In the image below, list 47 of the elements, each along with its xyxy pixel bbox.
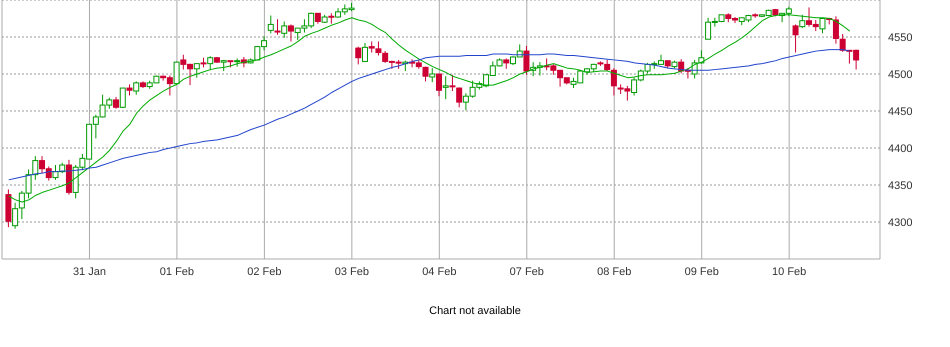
candlestick	[207, 56, 214, 71]
y-tick-label: 4450	[888, 106, 912, 118]
x-tick-label: 02 Feb	[247, 266, 282, 278]
x-tick-label: 10 Feb	[772, 266, 806, 278]
x-tick-label: 03 Feb	[334, 266, 369, 278]
candlestick	[442, 76, 449, 100]
candlestick	[436, 74, 442, 97]
y-tick-label: 4400	[888, 142, 912, 155]
candlestick	[314, 12, 321, 24]
y-tick-label: 4300	[888, 216, 912, 229]
y-tick-label: 4550	[888, 32, 912, 44]
candlestick	[268, 15, 274, 34]
candlestick	[368, 40, 375, 54]
candlestick	[375, 40, 382, 56]
candlestick	[355, 46, 362, 65]
candlestick	[819, 17, 826, 34]
candlestick	[133, 80, 140, 96]
y-tick-label: 4500	[888, 68, 912, 81]
candlestick	[610, 68, 617, 96]
x-tick-label: 07 Feb	[510, 266, 544, 278]
candlestick	[523, 45, 530, 76]
candlestick	[799, 14, 806, 29]
candlestick	[362, 42, 368, 63]
x-tick-label: 08 Feb	[597, 266, 632, 278]
candlestick	[288, 24, 294, 42]
candlestick	[174, 60, 180, 84]
candlestick	[32, 156, 38, 180]
text: Chart not available	[428, 305, 522, 317]
y-tick-label: 4350	[888, 180, 912, 192]
candlestick	[120, 88, 126, 109]
candlestick	[456, 86, 462, 108]
candlestick	[126, 84, 132, 96]
candlestick	[281, 20, 288, 38]
candlestick	[429, 68, 436, 83]
candlestick	[274, 18, 281, 36]
candlestick	[503, 58, 510, 70]
candlestick	[422, 66, 429, 82]
candlestick	[792, 24, 799, 54]
x-tick-label: 09 Feb	[684, 266, 719, 278]
x-tick-label: 01 Feb	[160, 266, 194, 278]
candlestick	[194, 63, 200, 78]
x-tick-label: 31 Jan	[72, 266, 106, 278]
candlestick	[113, 96, 120, 110]
x-tick-label: 04 Feb	[422, 266, 456, 278]
candlestick	[449, 74, 456, 92]
candlestick	[328, 12, 334, 24]
candlestick	[200, 57, 207, 68]
